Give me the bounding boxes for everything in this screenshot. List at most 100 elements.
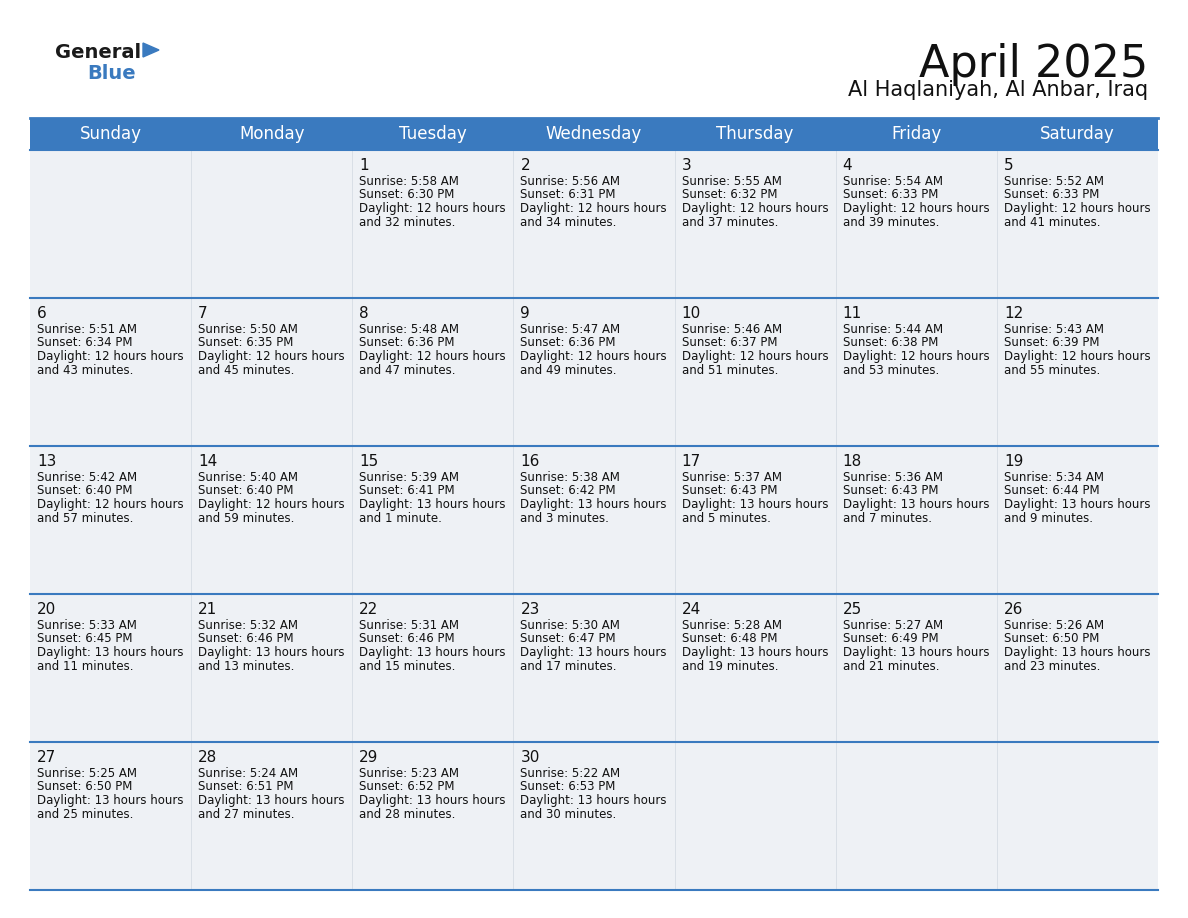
Text: Sunset: 6:40 PM: Sunset: 6:40 PM	[198, 485, 293, 498]
Text: Sunset: 6:32 PM: Sunset: 6:32 PM	[682, 188, 777, 201]
Text: Sunset: 6:50 PM: Sunset: 6:50 PM	[37, 780, 132, 793]
Bar	[353, 298, 513, 446]
Text: Sunset: 6:39 PM: Sunset: 6:39 PM	[1004, 337, 1099, 350]
Text: Daylight: 12 hours hours: Daylight: 12 hours hours	[1004, 350, 1150, 363]
Text: and 7 minutes.: and 7 minutes.	[842, 511, 931, 524]
Text: and 34 minutes.: and 34 minutes.	[520, 216, 617, 229]
Text: and 43 minutes.: and 43 minutes.	[37, 364, 133, 376]
Text: Daylight: 12 hours hours: Daylight: 12 hours hours	[37, 350, 184, 363]
Bar	[997, 150, 1158, 298]
Bar	[835, 298, 997, 446]
Text: Sunrise: 5:42 AM: Sunrise: 5:42 AM	[37, 471, 137, 484]
Text: 8: 8	[359, 306, 369, 321]
Bar	[835, 150, 997, 298]
Text: Daylight: 12 hours hours: Daylight: 12 hours hours	[198, 350, 345, 363]
Text: 2: 2	[520, 158, 530, 173]
Text: 19: 19	[1004, 454, 1023, 469]
Bar	[675, 446, 835, 594]
Bar	[353, 446, 513, 594]
Text: and 45 minutes.: and 45 minutes.	[198, 364, 295, 376]
Text: Wednesday: Wednesday	[545, 125, 643, 143]
Bar	[835, 446, 997, 594]
Text: 23: 23	[520, 602, 539, 617]
Text: 18: 18	[842, 454, 862, 469]
Text: 29: 29	[359, 750, 379, 765]
Text: Thursday: Thursday	[716, 125, 794, 143]
Text: Sunset: 6:31 PM: Sunset: 6:31 PM	[520, 188, 615, 201]
Text: and 55 minutes.: and 55 minutes.	[1004, 364, 1100, 376]
Text: Sunrise: 5:37 AM: Sunrise: 5:37 AM	[682, 471, 782, 484]
Text: Sunset: 6:49 PM: Sunset: 6:49 PM	[842, 633, 939, 645]
Bar	[191, 446, 353, 594]
Text: and 3 minutes.: and 3 minutes.	[520, 511, 609, 524]
Text: Sunday: Sunday	[80, 125, 141, 143]
Bar	[30, 742, 191, 890]
Text: Tuesday: Tuesday	[399, 125, 467, 143]
Text: Daylight: 13 hours hours: Daylight: 13 hours hours	[1004, 498, 1150, 511]
Text: Sunset: 6:33 PM: Sunset: 6:33 PM	[1004, 188, 1099, 201]
Text: 20: 20	[37, 602, 56, 617]
Text: Sunrise: 5:22 AM: Sunrise: 5:22 AM	[520, 767, 620, 780]
Text: Sunrise: 5:24 AM: Sunrise: 5:24 AM	[198, 767, 298, 780]
Text: Sunset: 6:50 PM: Sunset: 6:50 PM	[1004, 633, 1099, 645]
Bar	[513, 150, 675, 298]
Text: 15: 15	[359, 454, 379, 469]
Text: Sunrise: 5:30 AM: Sunrise: 5:30 AM	[520, 619, 620, 632]
Text: Sunrise: 5:32 AM: Sunrise: 5:32 AM	[198, 619, 298, 632]
Text: Sunset: 6:38 PM: Sunset: 6:38 PM	[842, 337, 939, 350]
Text: 24: 24	[682, 602, 701, 617]
Text: Sunrise: 5:40 AM: Sunrise: 5:40 AM	[198, 471, 298, 484]
Text: Sunrise: 5:33 AM: Sunrise: 5:33 AM	[37, 619, 137, 632]
Text: and 41 minutes.: and 41 minutes.	[1004, 216, 1100, 229]
Text: Daylight: 12 hours hours: Daylight: 12 hours hours	[842, 202, 990, 215]
Bar	[30, 298, 191, 446]
Text: Daylight: 12 hours hours: Daylight: 12 hours hours	[359, 350, 506, 363]
Text: Sunset: 6:44 PM: Sunset: 6:44 PM	[1004, 485, 1099, 498]
Bar	[997, 446, 1158, 594]
Text: 9: 9	[520, 306, 530, 321]
Bar	[353, 742, 513, 890]
Bar	[353, 594, 513, 742]
Bar	[835, 594, 997, 742]
Text: Sunrise: 5:52 AM: Sunrise: 5:52 AM	[1004, 175, 1104, 188]
Text: Daylight: 13 hours hours: Daylight: 13 hours hours	[37, 646, 183, 659]
Text: 10: 10	[682, 306, 701, 321]
Text: Sunrise: 5:23 AM: Sunrise: 5:23 AM	[359, 767, 460, 780]
Text: Daylight: 12 hours hours: Daylight: 12 hours hours	[520, 350, 666, 363]
Text: 16: 16	[520, 454, 539, 469]
Text: Sunrise: 5:46 AM: Sunrise: 5:46 AM	[682, 323, 782, 336]
Text: 25: 25	[842, 602, 862, 617]
Text: 26: 26	[1004, 602, 1023, 617]
Text: Sunrise: 5:56 AM: Sunrise: 5:56 AM	[520, 175, 620, 188]
Text: Sunset: 6:33 PM: Sunset: 6:33 PM	[842, 188, 939, 201]
Text: Blue: Blue	[87, 64, 135, 83]
Text: Sunset: 6:53 PM: Sunset: 6:53 PM	[520, 780, 615, 793]
Text: Sunrise: 5:34 AM: Sunrise: 5:34 AM	[1004, 471, 1104, 484]
Text: 30: 30	[520, 750, 539, 765]
Text: General: General	[55, 43, 141, 62]
Bar	[30, 446, 191, 594]
Text: Sunset: 6:46 PM: Sunset: 6:46 PM	[198, 633, 293, 645]
Text: Sunset: 6:30 PM: Sunset: 6:30 PM	[359, 188, 455, 201]
Text: 1: 1	[359, 158, 369, 173]
Text: and 15 minutes.: and 15 minutes.	[359, 659, 456, 673]
Text: Sunset: 6:52 PM: Sunset: 6:52 PM	[359, 780, 455, 793]
Text: Daylight: 12 hours hours: Daylight: 12 hours hours	[1004, 202, 1150, 215]
Text: Sunset: 6:34 PM: Sunset: 6:34 PM	[37, 337, 133, 350]
Text: Sunset: 6:36 PM: Sunset: 6:36 PM	[520, 337, 615, 350]
Text: Daylight: 13 hours hours: Daylight: 13 hours hours	[682, 646, 828, 659]
Text: Sunrise: 5:27 AM: Sunrise: 5:27 AM	[842, 619, 943, 632]
Text: 6: 6	[37, 306, 46, 321]
Text: and 11 minutes.: and 11 minutes.	[37, 659, 133, 673]
Text: and 49 minutes.: and 49 minutes.	[520, 364, 617, 376]
Text: Sunset: 6:47 PM: Sunset: 6:47 PM	[520, 633, 617, 645]
Bar	[675, 594, 835, 742]
Text: and 27 minutes.: and 27 minutes.	[198, 808, 295, 821]
Text: Daylight: 12 hours hours: Daylight: 12 hours hours	[359, 202, 506, 215]
Bar	[30, 118, 1158, 150]
Text: Daylight: 13 hours hours: Daylight: 13 hours hours	[520, 794, 666, 807]
Text: and 28 minutes.: and 28 minutes.	[359, 808, 456, 821]
Text: Daylight: 13 hours hours: Daylight: 13 hours hours	[520, 498, 666, 511]
Text: Sunrise: 5:44 AM: Sunrise: 5:44 AM	[842, 323, 943, 336]
Bar	[30, 594, 191, 742]
